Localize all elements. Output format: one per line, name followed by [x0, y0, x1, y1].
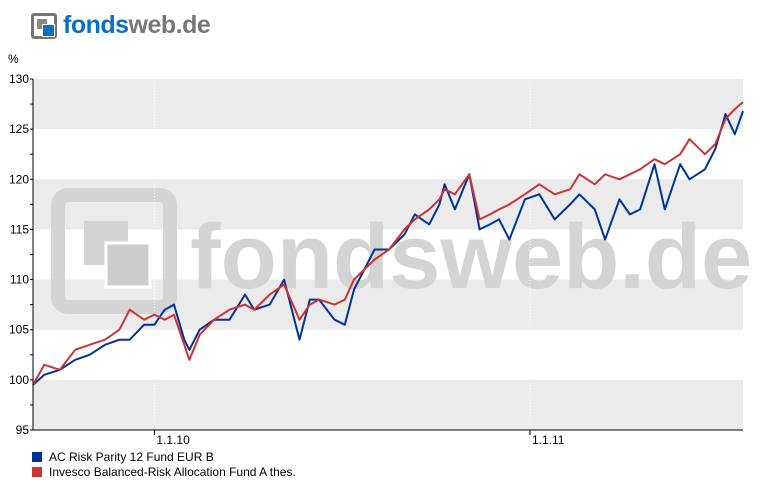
logo-icon [31, 12, 57, 39]
legend: AC Risk Parity 12 Fund EUR B Invesco Bal… [32, 449, 296, 479]
y-tick-label: 130 [9, 72, 29, 86]
y-tick-label: 105 [9, 323, 29, 337]
watermark-text: fondsweb.de [190, 206, 752, 308]
y-tick-label: 110 [10, 273, 29, 287]
y-tick-label: 120 [9, 172, 29, 186]
grid-band [33, 179, 743, 230]
legend-item-ac-risk-parity: AC Risk Parity 12 Fund EUR B [32, 449, 296, 464]
y-tick-label: 125 [9, 122, 29, 136]
y-tick-label: 100 [9, 373, 29, 387]
legend-swatch [32, 466, 42, 477]
fondsweb-logo[interactable]: fondsweb.de [31, 11, 211, 40]
series-line-ac-risk-parity [32, 110, 744, 386]
watermark-logo-icon [104, 241, 152, 289]
x-tick-label: 1.1.11 [532, 433, 565, 447]
y-tick-label: 115 [10, 222, 29, 236]
legend-item-invesco: Invesco Balanced-Risk Allocation Fund A … [32, 464, 296, 479]
y-tick-label: 95 [16, 423, 30, 437]
legend-swatch [32, 451, 42, 462]
logo-text: fondsweb.de [63, 11, 211, 39]
grid-band [33, 79, 743, 130]
x-tick-label: 1.1.10 [156, 433, 190, 447]
y-axis-unit: % [8, 52, 19, 66]
watermark-logo-icon [51, 188, 177, 314]
grid-band [33, 379, 743, 430]
series-line-invesco [32, 101, 744, 386]
